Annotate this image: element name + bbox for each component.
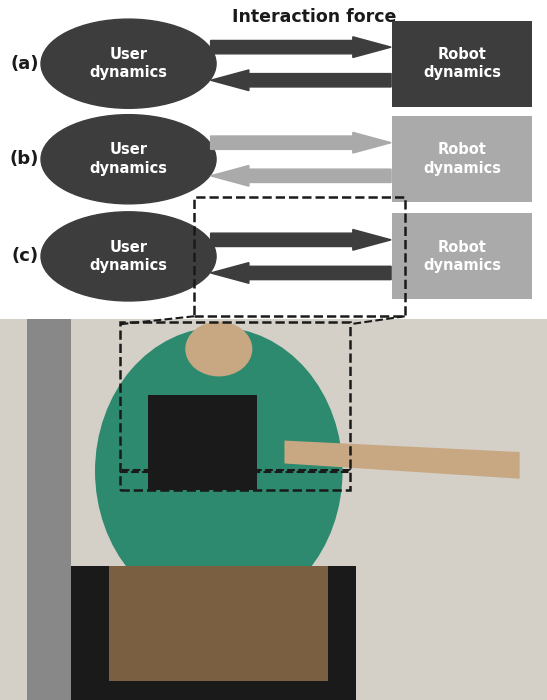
FancyArrow shape [211,230,391,250]
FancyArrow shape [211,37,391,57]
FancyBboxPatch shape [109,566,328,681]
Polygon shape [284,440,520,479]
Text: User
dynamics: User dynamics [90,47,167,80]
Text: Robot
dynamics: Robot dynamics [423,239,501,273]
Text: Robot
dynamics: Robot dynamics [423,47,501,80]
FancyArrow shape [211,70,391,90]
FancyBboxPatch shape [0,318,547,700]
FancyBboxPatch shape [393,21,532,106]
Text: User
dynamics: User dynamics [90,239,167,273]
Text: (a): (a) [10,55,39,73]
FancyArrow shape [211,262,391,284]
Text: User
dynamics: User dynamics [90,143,167,176]
FancyBboxPatch shape [393,214,532,300]
Text: (b): (b) [10,150,39,168]
Ellipse shape [41,19,216,108]
FancyBboxPatch shape [148,395,257,490]
FancyBboxPatch shape [55,566,356,700]
Ellipse shape [96,328,342,614]
Text: Robot
dynamics: Robot dynamics [423,143,501,176]
FancyBboxPatch shape [27,318,71,700]
FancyArrow shape [211,165,391,186]
FancyBboxPatch shape [0,318,547,700]
Ellipse shape [41,115,216,204]
Text: (c): (c) [11,247,38,265]
Ellipse shape [41,212,216,301]
Ellipse shape [186,322,252,376]
Text: Interaction force: Interaction force [232,8,397,26]
FancyArrow shape [211,132,391,153]
FancyBboxPatch shape [393,116,532,202]
